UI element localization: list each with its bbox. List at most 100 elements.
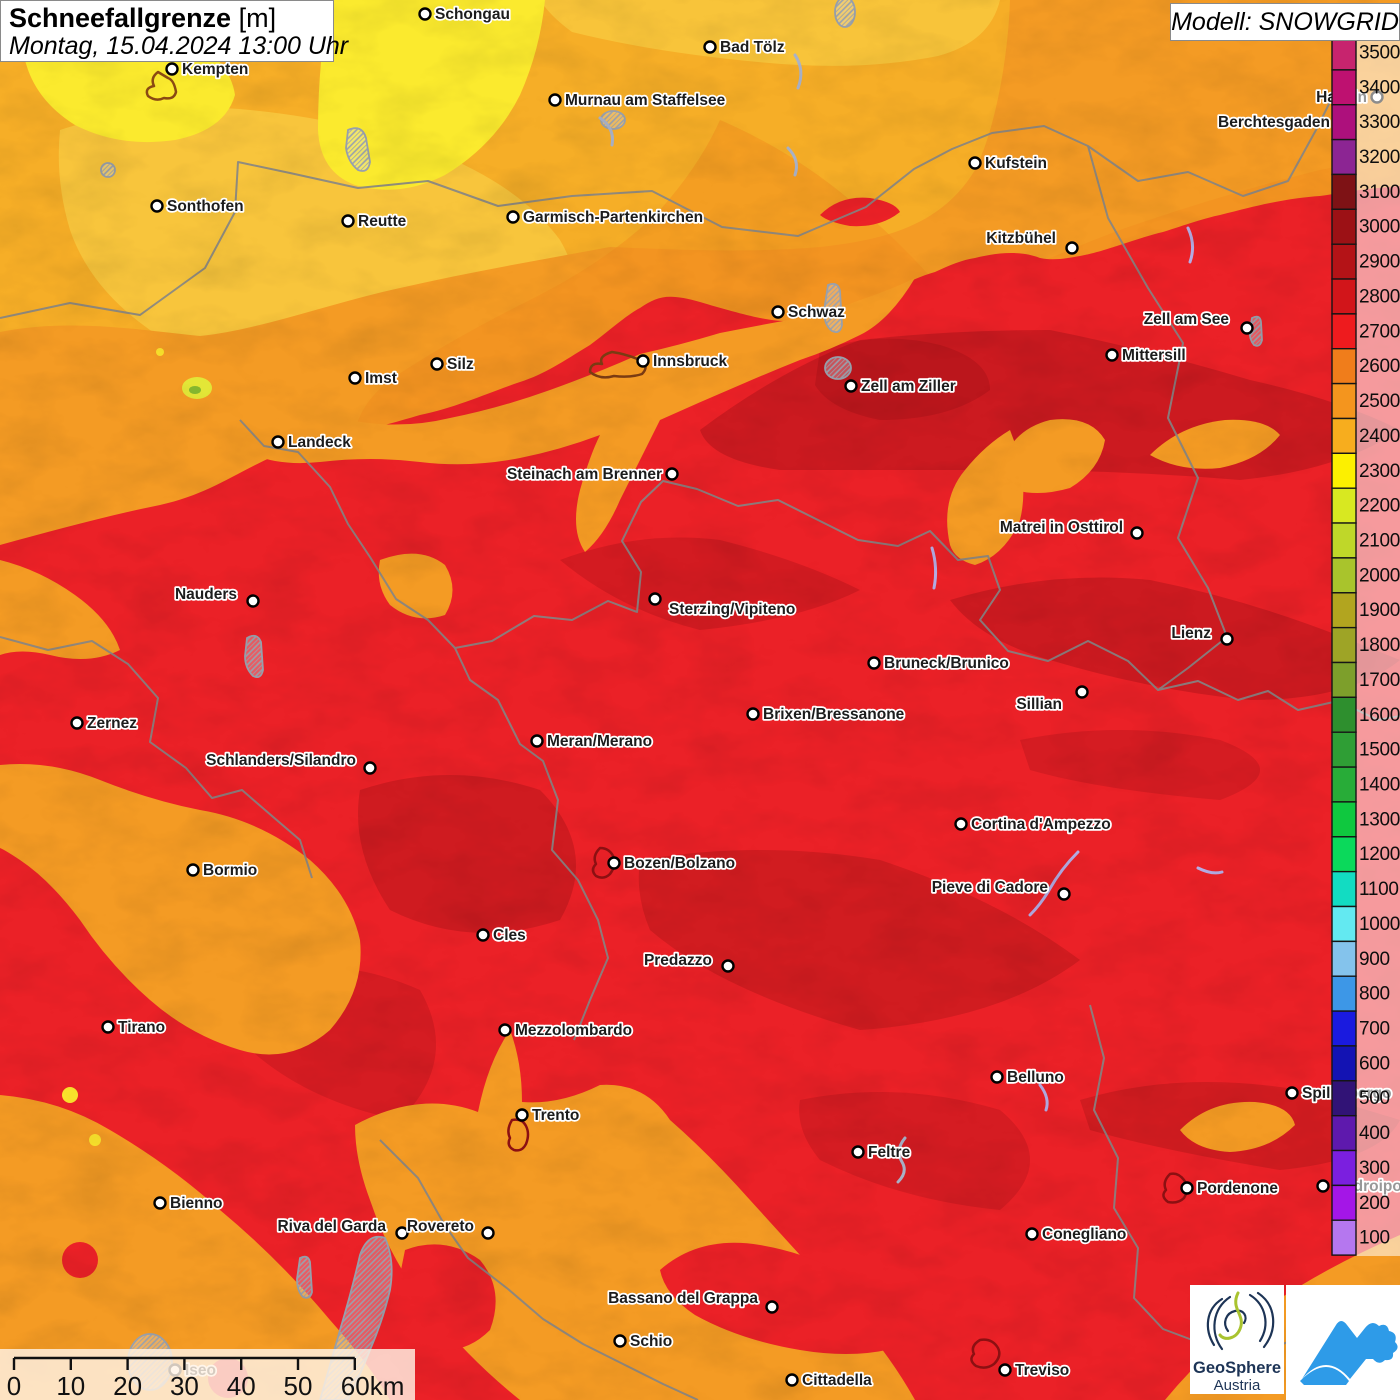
city-label: Bassano del Grappa — [608, 1290, 758, 1307]
legend-label-1300: 1300 — [1359, 809, 1400, 830]
legend-label-1200: 1200 — [1359, 844, 1400, 865]
city-marker — [150, 199, 164, 213]
legend-label-600: 600 — [1359, 1053, 1390, 1074]
map-datetime: Montag, 15.04.2024 13:00 Uhr — [9, 32, 349, 60]
city-marker — [665, 467, 679, 481]
city-label: Schongau — [435, 6, 510, 23]
city-label: Sillian — [1016, 696, 1062, 713]
city-marker — [363, 761, 377, 775]
legend-cell-2300 — [1331, 452, 1357, 489]
city-marker — [746, 707, 760, 721]
city-label: Predazzo — [644, 952, 712, 969]
city-marker — [498, 1023, 512, 1037]
geosphere-logo-country: Austria — [1213, 1377, 1261, 1394]
map-title-box: Schneefallgrenze [m] Montag, 15.04.2024 … — [0, 0, 349, 62]
city-marker — [1130, 526, 1144, 540]
legend-label-1700: 1700 — [1359, 670, 1400, 691]
city-label: Berchtesgaden — [1218, 114, 1330, 131]
city-label: Garmisch-Partenkirchen — [523, 209, 703, 226]
city-marker — [703, 40, 717, 54]
title-parameter: Schneefallgrenze — [9, 3, 232, 33]
city-marker — [548, 93, 562, 107]
city-label: Rovereto — [407, 1218, 474, 1235]
scale-bar: 0 10 20 30 40 50 60km — [0, 1349, 415, 1400]
city-label: Riva del Garda — [277, 1218, 386, 1235]
city-label: Kempten — [182, 61, 248, 78]
city-label: Kitzbühel — [986, 230, 1056, 247]
legend-cell-1000 — [1331, 905, 1357, 943]
city-marker — [395, 1226, 409, 1240]
legend-cell-2900 — [1331, 243, 1357, 280]
legend-label-1100: 1100 — [1359, 879, 1399, 900]
legend-cell-1900 — [1331, 592, 1357, 629]
legend-cell-3100 — [1331, 173, 1357, 210]
city-label: Sonthofen — [167, 198, 244, 215]
city-marker — [721, 959, 735, 973]
city-label: Zell am See — [1144, 311, 1230, 328]
city-label: Brixen/Bressanone — [763, 706, 905, 723]
legend-cell-3200 — [1331, 138, 1357, 176]
legend-cell-1800 — [1331, 626, 1357, 664]
legend-cell-800 — [1331, 975, 1357, 1012]
city-label: Belluno — [1007, 1069, 1064, 1086]
scalebar-tick-label: 10 — [56, 1371, 85, 1400]
city-marker — [476, 928, 490, 942]
city-marker — [165, 62, 179, 76]
scalebar-tick-label: 20 — [113, 1371, 142, 1400]
legend-cell-900 — [1331, 940, 1357, 978]
city-marker — [851, 1145, 865, 1159]
legend-cell-3400 — [1331, 69, 1357, 106]
legend-cell-1500 — [1331, 731, 1357, 768]
legend-label-1500: 1500 — [1359, 740, 1400, 761]
geosphere-swirl-icon — [1206, 1291, 1275, 1351]
city-label: Sterzing/Vipiteno — [669, 601, 795, 618]
city-marker — [968, 156, 982, 170]
legend-label-3000: 3000 — [1359, 217, 1400, 238]
city-label: Silz — [447, 356, 474, 373]
city-label: Trento — [532, 1107, 579, 1124]
legend-label-2900: 2900 — [1359, 252, 1400, 273]
scalebar-tick-label: 0 — [7, 1371, 21, 1400]
legend-label-900: 900 — [1359, 949, 1390, 970]
legend-cell-700 — [1331, 1010, 1357, 1047]
legend-cell-100 — [1331, 1219, 1357, 1256]
city-marker — [246, 594, 260, 608]
city-label: Kufstein — [985, 155, 1047, 172]
legend-cell-1600 — [1331, 696, 1357, 733]
legend-label-2200: 2200 — [1359, 496, 1400, 517]
city-label: Lienz — [1171, 625, 1211, 642]
legend-label-2500: 2500 — [1359, 391, 1400, 412]
city-label: Nauders — [175, 586, 237, 603]
city-label: Schlanders/Silandro — [206, 752, 356, 769]
city-marker — [271, 435, 285, 449]
city-marker — [1285, 1086, 1299, 1100]
city-marker — [1220, 632, 1234, 646]
city-label: Bozen/Bolzano — [624, 855, 735, 872]
legend-label-400: 400 — [1359, 1123, 1390, 1144]
city-label: Pordenone — [1197, 1180, 1278, 1197]
legend-cell-200 — [1331, 1184, 1357, 1222]
legend-label-1900: 1900 — [1359, 600, 1400, 621]
city-marker — [186, 863, 200, 877]
city-label: Zernez — [87, 715, 137, 732]
city-label: Bad Tölz — [720, 39, 785, 56]
legend-label-3400: 3400 — [1359, 77, 1400, 98]
city-marker — [418, 7, 432, 21]
city-marker — [530, 734, 544, 748]
city-marker — [954, 817, 968, 831]
legend-cell-3000 — [1331, 208, 1357, 245]
city-marker — [785, 1373, 799, 1387]
legend-label-100: 100 — [1359, 1228, 1390, 1249]
city-label: Pieve di Cadore — [932, 879, 1049, 896]
city-label: Schio — [630, 1333, 672, 1350]
legend-cell-2500 — [1331, 382, 1357, 420]
legend-cell-1100 — [1331, 870, 1357, 908]
legend-cell-2700 — [1331, 313, 1357, 350]
scalebar-unit-label: 60km — [341, 1371, 405, 1400]
city-marker — [1025, 1227, 1039, 1241]
city-marker — [70, 716, 84, 730]
legend-label-300: 300 — [1359, 1158, 1390, 1179]
city-label: Bienno — [170, 1195, 223, 1212]
